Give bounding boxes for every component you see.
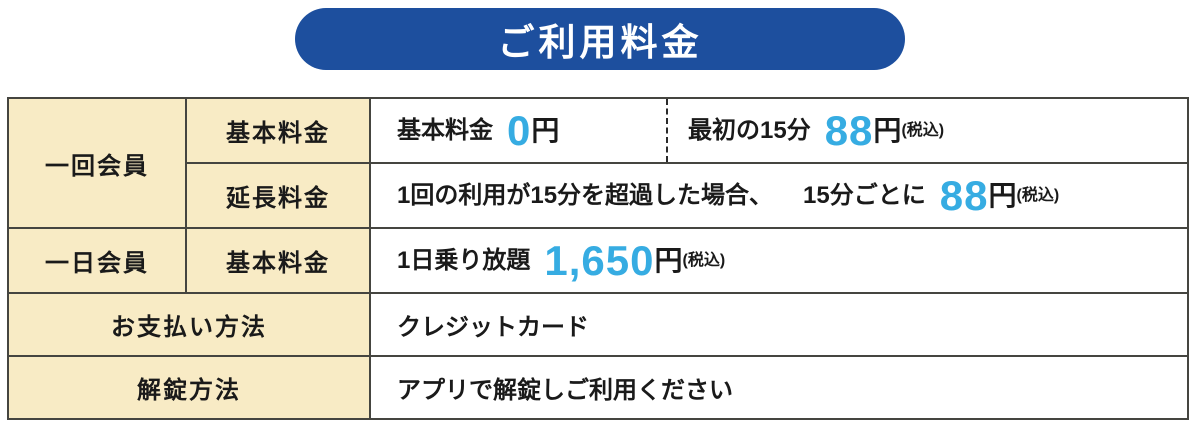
basic-fee-content-cell: 基本料金 0 円 最初の15分 88 円 (税込) — [369, 97, 1189, 164]
day-pass-value: 1,650 — [544, 237, 655, 284]
table-row-day-member: 一日会員 基本料金 1日乗り放題 1,650 円 (税込) — [7, 227, 1189, 294]
extension-fee-tax-note: (税込) — [1016, 187, 1060, 204]
page-title: ご利用料金 — [497, 22, 703, 63]
title-pill: ご利用料金 — [295, 8, 905, 70]
day-pass-tax-note: (税込) — [682, 252, 726, 269]
day-pass-label: 1日乗り放題 — [397, 247, 531, 274]
first-15min-tax-note: (税込) — [901, 122, 945, 139]
table-row-unlock: 解錠方法 アプリで解錠しご利用ください — [7, 355, 1189, 420]
table-row-basic: 一回会員 基本料金 基本料金 0 円 最初の15分 88 円 (税込) — [7, 97, 1189, 229]
day-pass-content-cell: 1日乗り放題 1,650 円 (税込) — [369, 227, 1189, 294]
payment-method-value-cell: クレジットカード — [369, 292, 1189, 357]
basic-fee-unit: 円 — [531, 115, 560, 146]
basic-fee-split: 基本料金 0 円 最初の15分 88 円 (税込) — [371, 99, 1187, 162]
member-type-day-cell: 一日会員 — [7, 227, 187, 294]
extension-condition-text: 1回の利用が15分を超過した場合、 — [397, 182, 774, 209]
first-15min-value: 88 — [824, 107, 874, 154]
payment-method-label-cell: お支払い方法 — [7, 292, 371, 357]
fee-basic-day-cell: 基本料金 — [185, 227, 371, 294]
first-15min-unit: 円 — [873, 115, 902, 146]
extension-per-label: 15分ごとに — [803, 182, 926, 209]
table-row-extension: 延長料金 1回の利用が15分を超過した場合、 15分ごとに 88 円 (税込) — [8, 162, 1189, 229]
unlock-method-value-cell: アプリで解錠しご利用ください — [369, 355, 1189, 420]
basic-fee-label: 基本料金 — [397, 117, 493, 144]
day-pass-unit: 円 — [654, 245, 683, 276]
day-pass-line: 1日乗り放題 1,650 円 (税込) — [371, 229, 1187, 292]
first-15min-label: 最初の15分 — [688, 117, 811, 144]
first-15min-fee: 最初の15分 88 円 (税込) — [666, 99, 1187, 162]
extension-fee-line: 1回の利用が15分を超過した場合、 15分ごとに 88 円 (税込) — [371, 164, 1187, 227]
extension-fee-value: 88 — [939, 172, 989, 219]
unlock-method-value: アプリで解錠しご利用ください — [397, 377, 733, 404]
basic-fee-value: 0 — [507, 107, 532, 154]
unlock-method-label-cell: 解錠方法 — [7, 355, 371, 420]
basic-fee-left: 基本料金 0 円 — [371, 99, 666, 162]
extension-fee-unit: 円 — [988, 180, 1017, 211]
member-type-once-cell: 一回会員 — [7, 97, 187, 229]
table-row-payment: お支払い方法 クレジットカード — [7, 292, 1189, 357]
fee-extension-cell: 延長料金 — [185, 162, 371, 229]
extension-fee-content-cell: 1回の利用が15分を超過した場合、 15分ごとに 88 円 (税込) — [369, 162, 1189, 229]
pricing-table: 一回会員 基本料金 基本料金 0 円 最初の15分 88 円 (税込) 延長料金 — [7, 97, 1189, 420]
payment-method-value: クレジットカード — [397, 314, 589, 341]
fee-basic-once-cell: 基本料金 — [185, 97, 371, 164]
